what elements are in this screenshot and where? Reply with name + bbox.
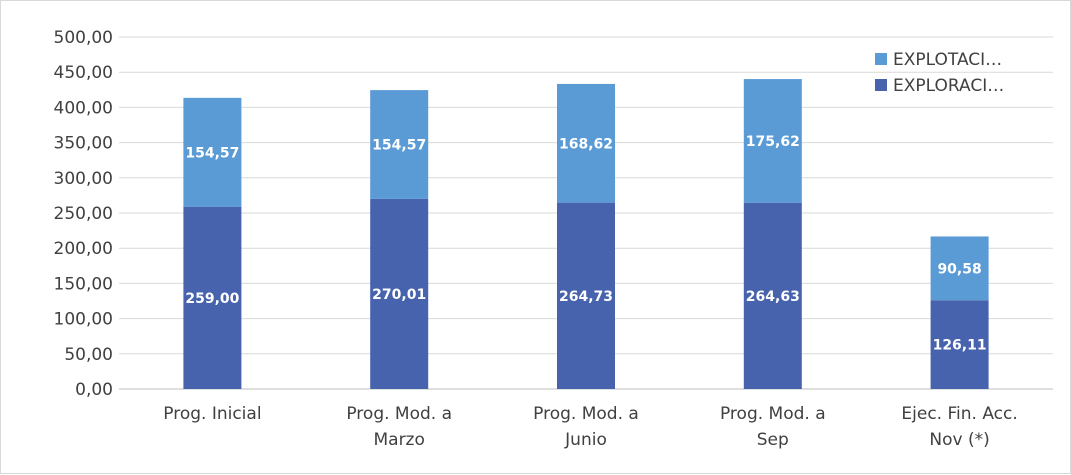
bar-segment — [370, 90, 429, 199]
bar-segment — [370, 198, 429, 389]
y-tick-label: 400,00 — [54, 98, 113, 118]
legend-swatch — [875, 79, 887, 91]
y-tick-label: 500,00 — [54, 28, 113, 48]
x-tick-label: Prog. Inicial — [163, 404, 261, 424]
bar-segment — [183, 206, 242, 389]
legend-label: EXPLOTACI… — [893, 50, 1002, 70]
x-tick-label: Junio — [564, 430, 607, 450]
x-axis: Prog. Inicial Prog. Mod. a Marzo Prog. Mod.… — [163, 404, 1018, 450]
data-label: 175,62 — [746, 134, 800, 150]
y-axis: 0,00 50,00 100,00 150,00 200,00 250,00 300,00 3… — [54, 28, 113, 400]
x-tick-label: Ejec. Fin. Acc. — [901, 404, 1017, 424]
bar-segment — [930, 236, 989, 301]
y-tick-label: 0,00 — [75, 380, 113, 400]
data-label: 168,62 — [559, 136, 613, 152]
x-tick-label: Prog. Mod. a — [346, 404, 452, 424]
bar-segment — [743, 79, 802, 203]
bars: 259,00 154,57 270,01 154,57 264,73 168,62 264,… — [183, 79, 989, 389]
y-tick-label: 100,00 — [54, 310, 113, 330]
y-tick-label: 150,00 — [54, 274, 113, 294]
y-tick-label: 250,00 — [54, 204, 113, 224]
data-label: 264,63 — [746, 289, 800, 305]
bar-segment — [930, 300, 989, 389]
y-tick-label: 450,00 — [54, 63, 113, 83]
x-tick-label: Prog. Mod. a — [720, 404, 826, 424]
data-label: 264,73 — [559, 289, 613, 305]
y-tick-label: 350,00 — [54, 134, 113, 154]
bar-segment — [743, 202, 802, 389]
y-tick-label: 300,00 — [54, 169, 113, 189]
data-label: 90,58 — [937, 261, 981, 277]
x-tick-label: Sep — [757, 430, 789, 450]
x-tick-label: Prog. Mod. a — [533, 404, 639, 424]
data-label: 259,00 — [185, 291, 239, 307]
data-label: 126,11 — [933, 338, 987, 354]
y-tick-label: 200,00 — [54, 239, 113, 259]
bar-segment — [183, 97, 242, 207]
legend-label: EXPLORACI… — [893, 76, 1004, 96]
bar-segment — [557, 83, 615, 203]
legend: EXPLOTACI… EXPLORACI… — [875, 50, 1004, 96]
bar-segment — [557, 202, 615, 389]
legend-swatch — [875, 53, 887, 65]
data-label: 154,57 — [372, 138, 426, 154]
data-label: 154,57 — [185, 145, 239, 161]
x-tick-label: Nov (*) — [929, 430, 989, 450]
y-tick-label: 50,00 — [64, 345, 113, 365]
data-label: 270,01 — [372, 287, 426, 303]
x-tick-label: Marzo — [373, 430, 424, 450]
